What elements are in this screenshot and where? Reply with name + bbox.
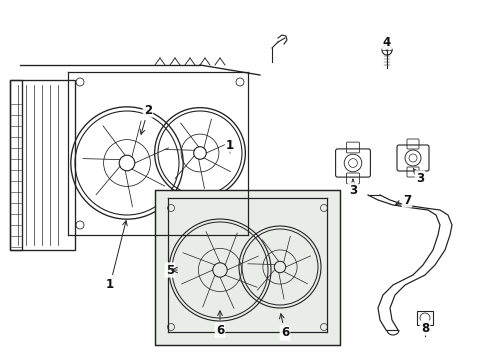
Text: 4: 4: [382, 36, 390, 51]
Bar: [10, 80, 75, 250]
Text: 3: 3: [412, 168, 423, 185]
Text: 7: 7: [395, 194, 410, 207]
Text: 1: 1: [106, 221, 127, 292]
Bar: [10, 80, 22, 250]
Bar: [416, 311, 432, 325]
Text: 8: 8: [420, 321, 428, 334]
Text: 5: 5: [165, 264, 174, 276]
Text: 3: 3: [348, 179, 356, 197]
Text: 6: 6: [215, 311, 224, 337]
Text: 6: 6: [279, 314, 288, 339]
Text: 1: 1: [225, 139, 234, 153]
Bar: [155, 190, 339, 345]
Text: 2: 2: [140, 104, 152, 134]
